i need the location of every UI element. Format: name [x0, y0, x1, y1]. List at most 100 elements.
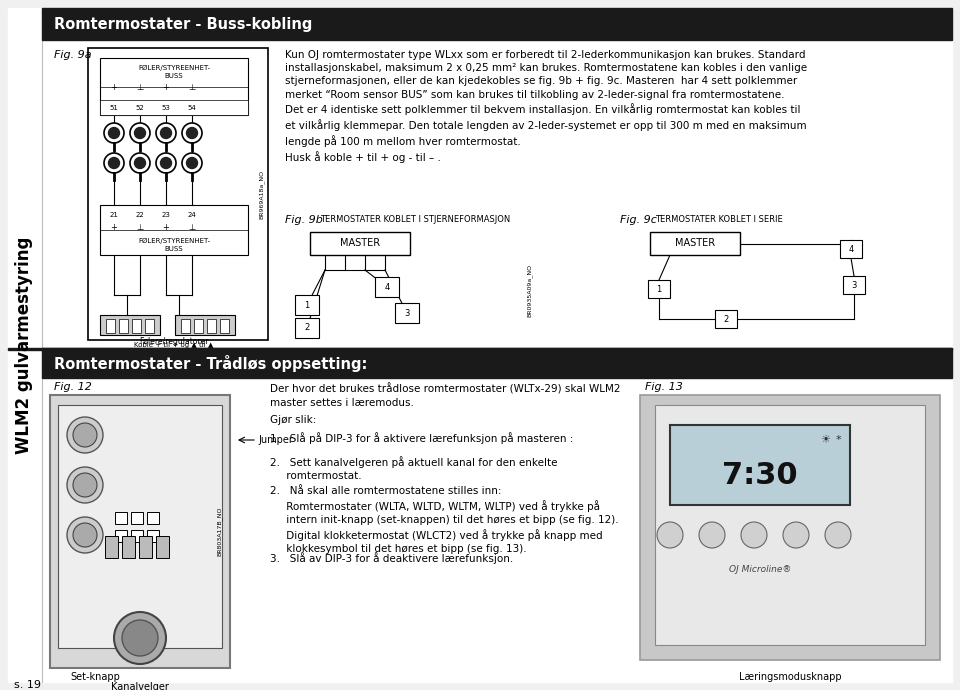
Text: 54: 54 [187, 105, 197, 111]
Text: MASTER: MASTER [675, 239, 715, 248]
Text: Fig. 13: Fig. 13 [645, 382, 683, 392]
Text: FØLER/STYREENHET-: FØLER/STYREENHET- [138, 238, 210, 244]
Text: 1: 1 [304, 301, 310, 310]
Text: 4: 4 [849, 244, 853, 253]
Circle shape [104, 153, 124, 173]
Circle shape [783, 522, 809, 548]
Bar [147, 512, 159, 524]
Circle shape [134, 157, 146, 168]
Bar [132, 319, 141, 333]
Text: 4: 4 [384, 282, 390, 291]
Bar [100, 58, 248, 115]
Bar [139, 536, 152, 558]
Text: ⊥: ⊥ [136, 83, 144, 92]
Text: WLM2 gulvarmestyring: WLM2 gulvarmestyring [15, 236, 33, 454]
Bar [8, 348, 952, 350]
Circle shape [73, 423, 97, 447]
Circle shape [73, 523, 97, 547]
Circle shape [104, 123, 124, 143]
Circle shape [73, 473, 97, 497]
Bar [843, 276, 865, 294]
Bar [175, 315, 235, 335]
Text: Fig. 9b: Fig. 9b [285, 215, 323, 225]
Circle shape [182, 123, 202, 143]
Bar [42, 348, 952, 378]
Text: Læringsmodusknapp: Læringsmodusknapp [738, 672, 841, 682]
Bar [295, 318, 319, 338]
Text: 3.   Slå av DIP-3 for å deaktivere lærefunksjon.: 3. Slå av DIP-3 for å deaktivere lærefun… [270, 552, 514, 564]
Circle shape [156, 153, 176, 173]
Circle shape [186, 128, 198, 139]
Text: 2: 2 [724, 315, 729, 324]
Bar [131, 512, 143, 524]
Bar [715, 310, 737, 328]
Text: BUSS: BUSS [165, 73, 183, 79]
Text: 23: 23 [161, 212, 171, 218]
Circle shape [182, 153, 202, 173]
Text: ⊥: ⊥ [188, 83, 196, 92]
Circle shape [657, 522, 683, 548]
Circle shape [186, 157, 198, 168]
Bar [119, 319, 128, 333]
Bar [648, 280, 670, 298]
Bar [375, 277, 399, 297]
Text: TERMOSTATER KOBLET I SERIE: TERMOSTATER KOBLET I SERIE [655, 215, 782, 224]
Bar [106, 319, 115, 333]
Bar [156, 536, 169, 558]
Text: BR969A18a_NO: BR969A18a_NO [259, 170, 265, 219]
Text: 24: 24 [187, 212, 197, 218]
Text: OJ Microline®: OJ Microline® [729, 566, 791, 575]
Text: 2.   Nå skal alle romtermostatene stilles inn:
     Romtermostater (WLTA, WLTD, : 2. Nå skal alle romtermostatene stilles … [270, 486, 618, 554]
Bar [145, 319, 154, 333]
Text: 51: 51 [109, 105, 118, 111]
Bar [115, 512, 127, 524]
Bar [100, 205, 248, 255]
Text: BR0935A09a_NO: BR0935A09a_NO [527, 264, 533, 317]
Text: +: + [162, 222, 169, 232]
Text: Jumper: Jumper [258, 435, 293, 445]
Text: Følere/regulatorer: Følere/regulatorer [139, 337, 208, 346]
Text: Set-knapp: Set-knapp [70, 672, 120, 682]
Bar [131, 530, 143, 542]
Text: 2: 2 [304, 324, 310, 333]
Circle shape [825, 522, 851, 548]
Text: FØLER/STYREENHET-: FØLER/STYREENHET- [138, 65, 210, 71]
Bar [122, 536, 135, 558]
Circle shape [134, 128, 146, 139]
Circle shape [130, 153, 150, 173]
Text: Der hvor det brukes trådlose romtermostater (WLTx-29) skal WLM2
master settes i : Der hvor det brukes trådlose romtermosta… [270, 383, 620, 408]
Text: Koble + til + og ▲ til ▲: Koble + til + og ▲ til ▲ [134, 342, 214, 348]
Bar [207, 319, 216, 333]
Text: 22: 22 [135, 212, 144, 218]
Text: Gjør slik:: Gjør slik: [270, 415, 317, 425]
Bar [840, 240, 862, 258]
Text: 1: 1 [657, 284, 661, 293]
Bar [115, 530, 127, 542]
Circle shape [122, 620, 158, 656]
Text: TERMOSTATER KOBLET I STJERNEFORMASJON: TERMOSTATER KOBLET I STJERNEFORMASJON [320, 215, 511, 224]
Circle shape [160, 157, 172, 168]
Circle shape [699, 522, 725, 548]
Bar [88, 48, 268, 340]
Text: 3: 3 [404, 308, 410, 317]
Bar [310, 232, 410, 255]
Bar [220, 319, 229, 333]
Text: +: + [110, 83, 117, 92]
Text: Fig. 12: Fig. 12 [54, 382, 92, 392]
Text: ☀: ☀ [820, 435, 830, 445]
Bar [42, 8, 952, 40]
Bar [100, 100, 248, 115]
Bar [105, 536, 118, 558]
Text: MASTER: MASTER [340, 239, 380, 248]
Text: Fig. 9a: Fig. 9a [54, 50, 91, 60]
Circle shape [67, 417, 103, 453]
Text: s. 19: s. 19 [14, 680, 41, 690]
Text: Kun OJ romtermostater type WLxx som er forberedt til 2-lederkommunikasjon kan br: Kun OJ romtermostater type WLxx som er f… [285, 50, 807, 163]
Circle shape [160, 128, 172, 139]
Text: +: + [110, 222, 117, 232]
Bar [147, 530, 159, 542]
Text: 1.   Slå på DIP-3 for å aktivere lærefunksjon på masteren :: 1. Slå på DIP-3 for å aktivere lærefunks… [270, 432, 573, 444]
Circle shape [130, 123, 150, 143]
Text: 3: 3 [852, 281, 856, 290]
Text: +: + [162, 83, 169, 92]
